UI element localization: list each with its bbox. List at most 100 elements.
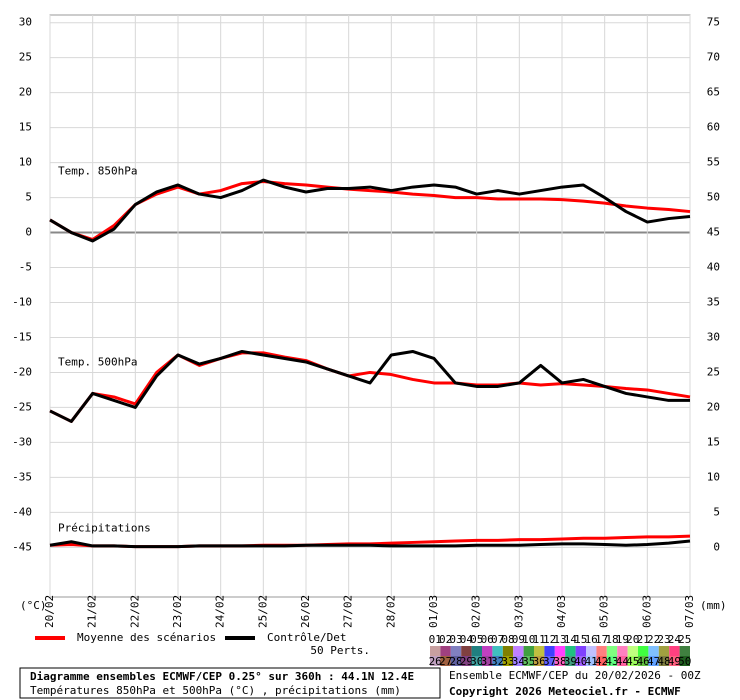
- series-line: [49, 179, 691, 242]
- pert-label: 20: [626, 633, 639, 646]
- x-tick-label: 27/02: [342, 595, 355, 628]
- pert-label: 40: [574, 655, 587, 668]
- y-tick-label: -35: [12, 470, 32, 483]
- pert-label: 30: [470, 655, 483, 668]
- legend-label: Moyenne des scénarios: [77, 631, 216, 644]
- pert-label: 23: [657, 633, 670, 646]
- pert-swatch: [450, 646, 462, 656]
- pert-label: 28: [449, 655, 462, 668]
- pert-swatch: [586, 646, 597, 656]
- pert-label: 44: [616, 655, 630, 668]
- pert-swatch: [440, 646, 451, 656]
- y-tick-label: 30: [19, 16, 32, 29]
- x-tick-label: 25/02: [256, 595, 269, 628]
- footer-box: [19, 667, 441, 699]
- pert-swatch: [627, 646, 638, 656]
- pert-swatch: [565, 656, 576, 666]
- y2-tick-label: 55: [707, 156, 720, 169]
- pert-swatch: [523, 646, 534, 656]
- pert-label: 13: [553, 633, 566, 646]
- pert-label: 45: [626, 655, 639, 668]
- pert-swatch: [565, 646, 576, 656]
- x-tick-label: 02/03: [470, 595, 483, 628]
- pert-label: 17: [595, 633, 608, 646]
- x-tick-label: 03/03: [512, 595, 525, 628]
- x-tick-label: 26/02: [299, 595, 312, 628]
- x-tick-label: 28/02: [384, 595, 397, 628]
- pert-swatch: [658, 656, 670, 666]
- pert-label: 38: [553, 655, 566, 668]
- y2-tick-label: 45: [707, 226, 720, 239]
- pert-label: 04: [460, 633, 474, 646]
- y-tick-label: -25: [12, 400, 32, 413]
- pert-swatch: [554, 646, 566, 656]
- series-line: [49, 539, 691, 549]
- pert-label: 34: [512, 655, 526, 668]
- pert-swatch: [669, 656, 680, 666]
- y2-tick-label: 30: [707, 330, 720, 343]
- annotation: Temp. 500hPa: [58, 355, 137, 368]
- y-tick-label: -45: [12, 540, 32, 553]
- pert-label: 43: [605, 655, 618, 668]
- y-tick-label: 20: [19, 86, 32, 99]
- pert-swatch: [648, 646, 659, 656]
- y2-tick-label: 10: [707, 470, 720, 483]
- pert-swatch: [596, 646, 607, 656]
- footer-title: Diagramme ensembles ECMWF/CEP 0.25° sur …: [30, 670, 414, 683]
- y-tick-label: 0: [25, 226, 32, 239]
- x-tick-label: 22/02: [128, 595, 141, 628]
- pert-label: 49: [668, 655, 681, 668]
- x-tick-label: 07/03: [683, 595, 696, 628]
- pert-swatch: [450, 656, 462, 666]
- y2-tick-label: 50: [707, 191, 720, 204]
- pert-label: 19: [616, 633, 629, 646]
- y-tick-label: -30: [12, 435, 32, 448]
- series-line: [49, 351, 691, 423]
- y-tick-label: 25: [19, 51, 32, 64]
- pert-label: 22: [647, 633, 660, 646]
- y-tick-label: -40: [12, 505, 32, 518]
- x-tick-label: 20/02: [43, 595, 56, 628]
- pert-swatch: [502, 656, 514, 666]
- pert-label: 09: [512, 633, 525, 646]
- pert-swatch: [606, 656, 618, 666]
- pert-swatch: [596, 656, 607, 666]
- pert-swatch: [627, 656, 638, 666]
- pert-swatch: [638, 646, 649, 656]
- y2-tick-label: 70: [707, 51, 720, 64]
- x-tick-label: 04/03: [555, 595, 568, 628]
- pert-swatch: [554, 656, 566, 666]
- pert-label: 15: [574, 633, 587, 646]
- y2-tick-label: 20: [707, 400, 720, 413]
- series-line: [49, 349, 690, 423]
- pert-label: 48: [657, 655, 670, 668]
- pert-swatch: [440, 656, 451, 666]
- pert-label: 31: [481, 655, 494, 668]
- y2-axis-unit: (mm): [700, 599, 727, 612]
- pert-swatch: [648, 656, 659, 666]
- pert-swatch: [658, 646, 670, 656]
- y2-tick-label: 5: [713, 505, 720, 518]
- pert-swatch: [461, 646, 472, 656]
- pert-swatch: [679, 656, 690, 666]
- pert-label: 24: [668, 633, 682, 646]
- pert-label: 37: [543, 655, 556, 668]
- pert-swatch: [461, 656, 472, 666]
- y2-tick-label: 25: [707, 365, 720, 378]
- pert-label: 29: [460, 655, 473, 668]
- y2-tick-label: 65: [707, 86, 720, 99]
- pert-label: 35: [522, 655, 535, 668]
- pert-label: 21: [637, 633, 650, 646]
- pert-label: 50: [678, 655, 691, 668]
- pert-swatch: [523, 656, 534, 666]
- pert-label: 46: [637, 655, 650, 668]
- pert-legend-label: 50 Perts.: [310, 644, 370, 657]
- x-tick-label: 06/03: [640, 595, 653, 628]
- pert-swatch: [513, 646, 524, 656]
- pert-swatch: [482, 646, 493, 656]
- pert-label: 27: [439, 655, 452, 668]
- pert-label: 25: [678, 633, 691, 646]
- x-tick-label: 23/02: [171, 595, 184, 628]
- footer-subtitle: Températures 850hPa et 500hPa (°C) , pré…: [30, 684, 401, 697]
